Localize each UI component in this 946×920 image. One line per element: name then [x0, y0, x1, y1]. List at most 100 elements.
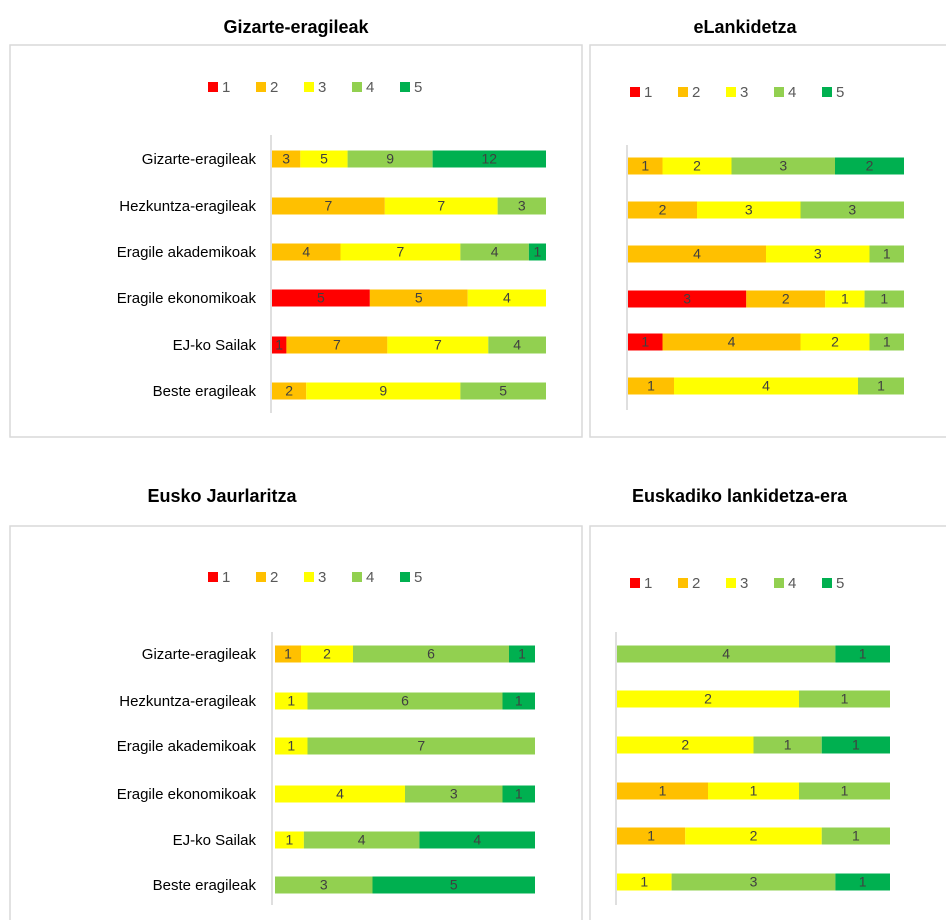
value-label: 1 — [841, 783, 849, 799]
value-label: 4 — [491, 244, 499, 260]
bar-segment — [799, 690, 890, 708]
value-label: 6 — [401, 693, 409, 709]
bar-segment — [617, 827, 686, 845]
bar-segment — [460, 382, 546, 400]
value-label: 3 — [779, 158, 787, 174]
legend-swatch — [304, 572, 314, 582]
legend-swatch — [208, 82, 218, 92]
legend-label: 1 — [222, 79, 230, 96]
bar-segment — [835, 157, 904, 175]
value-label: 1 — [883, 334, 891, 350]
category-label: Gizarte-eragileak — [142, 646, 257, 663]
bar-segment — [800, 201, 904, 219]
bar-segment — [467, 289, 546, 307]
bar-segment — [617, 736, 754, 754]
value-label: 4 — [693, 246, 701, 262]
value-label: 7 — [417, 738, 425, 754]
bar-segment — [835, 645, 890, 663]
value-label: 1 — [515, 693, 523, 709]
bar-segment — [275, 692, 308, 710]
chart-panel — [589, 44, 946, 438]
value-label: 2 — [831, 334, 839, 350]
bar-segment — [272, 197, 385, 215]
bar-segment — [509, 645, 535, 663]
bar-segment — [825, 290, 865, 308]
legend-label: 4 — [366, 79, 374, 96]
value-label: 1 — [877, 378, 885, 394]
value-label: 1 — [286, 832, 294, 848]
bar-segment — [353, 645, 509, 663]
value-label: 1 — [859, 646, 867, 662]
category-label: Hezkuntza-eragileak — [119, 198, 256, 215]
bar-segment — [708, 782, 799, 800]
bar-segment — [617, 645, 836, 663]
bar-segment — [460, 243, 529, 261]
value-label: 1 — [641, 334, 649, 350]
value-label: 4 — [336, 786, 344, 802]
value-label: 2 — [659, 202, 667, 218]
value-label: 5 — [317, 290, 325, 306]
legend-swatch — [630, 578, 640, 588]
bar-segment — [628, 201, 697, 219]
bar-segment — [821, 827, 890, 845]
bar-segment — [746, 290, 826, 308]
bar-segment — [869, 333, 904, 351]
chart-panel — [9, 525, 583, 920]
bar-segment — [731, 157, 835, 175]
value-label: 2 — [323, 646, 331, 662]
chart-panel — [589, 525, 946, 920]
value-label: 4 — [728, 334, 736, 350]
value-label: 7 — [437, 198, 445, 214]
bar-segment — [272, 336, 287, 354]
bar-segment — [662, 157, 732, 175]
value-label: 1 — [518, 646, 526, 662]
value-label: 1 — [647, 378, 655, 394]
bar-segment — [628, 290, 747, 308]
legend-swatch — [678, 578, 688, 588]
bar-segment — [753, 736, 822, 754]
bar-segment — [275, 831, 304, 849]
value-label: 7 — [325, 198, 333, 214]
bar-segment — [869, 245, 904, 263]
legend-swatch — [400, 82, 410, 92]
bar-segment — [301, 645, 353, 663]
bar-segment — [419, 831, 535, 849]
value-label: 1 — [534, 244, 542, 260]
category-label: Beste eragileak — [153, 877, 257, 894]
bar-segment — [674, 377, 858, 395]
bar-segment — [799, 782, 890, 800]
bar-segment — [628, 377, 674, 395]
legend-label: 5 — [836, 575, 844, 592]
value-label: 4 — [722, 646, 730, 662]
chart-title: Euskadiko lankidetza-era — [632, 486, 848, 506]
category-label: Gizarte-eragileak — [142, 151, 257, 168]
bar-segment — [502, 785, 535, 803]
legend-label: 3 — [740, 84, 748, 101]
value-label: 3 — [745, 202, 753, 218]
value-label: 4 — [503, 290, 511, 306]
legend-swatch — [352, 82, 362, 92]
value-label: 1 — [647, 828, 655, 844]
bar-segment — [286, 336, 388, 354]
bar-segment — [502, 692, 535, 710]
legend-label: 3 — [318, 79, 326, 96]
bar-segment — [662, 333, 801, 351]
value-label: 1 — [880, 291, 888, 307]
value-label: 5 — [320, 151, 328, 167]
bar-segment — [307, 692, 503, 710]
bar-segment — [671, 873, 836, 891]
value-label: 2 — [750, 828, 758, 844]
legend-label: 2 — [692, 84, 700, 101]
category-label: Beste eragileak — [153, 383, 257, 400]
bar-segment — [272, 382, 307, 400]
legend-swatch — [774, 87, 784, 97]
category-label: Eragile akademikoak — [117, 244, 257, 261]
legend-label: 2 — [270, 79, 278, 96]
value-label: 1 — [841, 291, 849, 307]
bar-segment — [307, 737, 535, 755]
bar-segment — [864, 290, 904, 308]
bar-segment — [387, 336, 489, 354]
bar-segment — [617, 690, 799, 708]
value-label: 12 — [482, 151, 498, 167]
value-label: 6 — [427, 646, 435, 662]
